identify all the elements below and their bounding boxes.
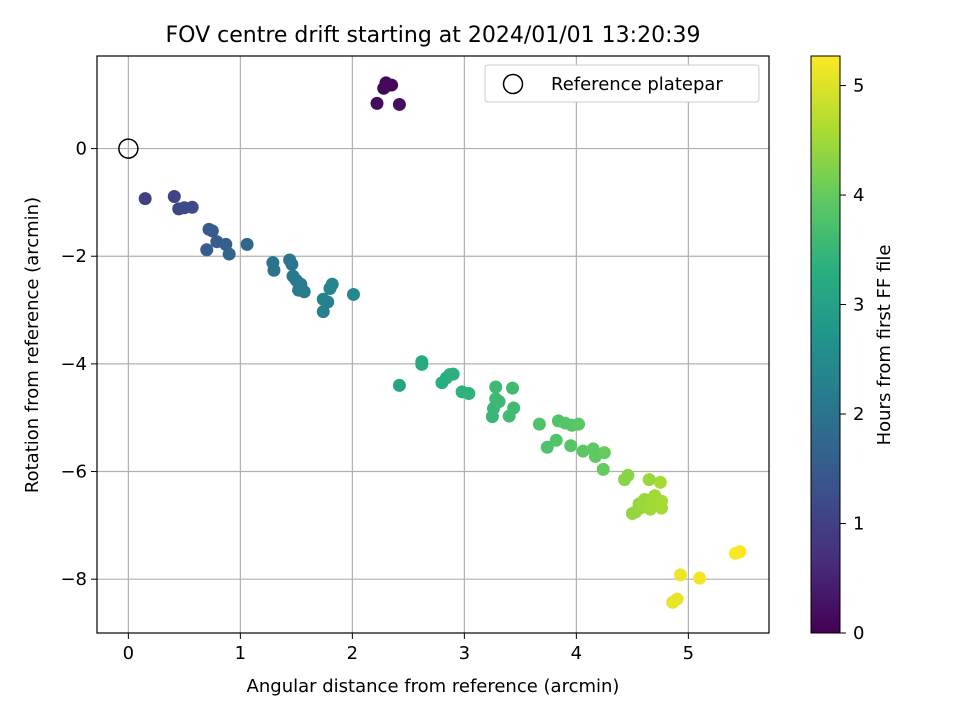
data-point <box>733 545 747 559</box>
data-point <box>316 305 330 319</box>
legend: Reference platepar <box>484 64 760 103</box>
colorbar-gradient <box>810 55 841 634</box>
data-point <box>267 263 281 277</box>
data-point <box>642 473 656 487</box>
data-point <box>205 224 219 238</box>
x-axis-label: Angular distance from reference (arcmin) <box>247 676 620 697</box>
colorbar-tick-label: 2 <box>853 404 864 425</box>
data-point <box>621 468 635 482</box>
x-tick-label: 3 <box>459 643 470 664</box>
colorbar-tick-label: 4 <box>853 185 864 206</box>
data-point <box>185 200 199 214</box>
reference-point-marker <box>118 138 139 159</box>
data-point <box>392 378 406 392</box>
points-layer <box>118 76 747 609</box>
data-point <box>200 243 214 257</box>
data-point <box>240 237 254 251</box>
data-point <box>532 417 546 431</box>
data-point <box>653 475 667 489</box>
data-point <box>392 97 406 111</box>
colorbar-tick-label: 1 <box>853 514 864 535</box>
data-point <box>462 386 476 400</box>
colorbar-tick-label: 0 <box>853 623 864 644</box>
data-point <box>507 401 521 415</box>
y-tick-label: −8 <box>60 569 87 590</box>
data-point <box>321 295 335 309</box>
data-point <box>370 96 384 110</box>
colorbar-tick-label: 5 <box>853 76 864 97</box>
colorbar: 0 1 2 3 4 5 Hours from first FF file <box>810 55 895 644</box>
legend-label: Reference platepar <box>551 74 723 95</box>
grid-lines <box>97 56 769 633</box>
x-tick-label: 4 <box>571 643 582 664</box>
data-point <box>597 446 611 460</box>
y-tick-label: 0 <box>76 139 87 160</box>
data-point <box>693 571 707 585</box>
data-point <box>415 357 429 371</box>
legend-box <box>484 64 760 103</box>
data-point <box>222 247 236 261</box>
data-point <box>138 192 152 206</box>
x-tick-label: 0 <box>123 643 134 664</box>
x-axis: 0 1 2 3 4 5 <box>123 633 694 664</box>
data-point <box>167 189 181 203</box>
data-point <box>506 381 520 395</box>
chart-title: FOV centre drift starting at 2024/01/01 … <box>166 23 701 48</box>
data-point <box>492 395 506 409</box>
data-point <box>325 277 339 291</box>
data-point <box>654 494 668 508</box>
colorbar-ticks: 0 1 2 3 4 5 <box>840 76 864 644</box>
y-axis-label: Rotation from reference (arcmin) <box>22 197 43 493</box>
data-point <box>670 592 684 606</box>
y-tick-label: −2 <box>60 246 87 267</box>
colorbar-label: Hours from first FF file <box>874 245 895 446</box>
legend-marker <box>502 73 524 95</box>
data-point <box>564 439 578 453</box>
data-point <box>576 444 590 458</box>
y-tick-label: −6 <box>60 462 87 483</box>
data-point <box>380 79 394 93</box>
colorbar-tick-label: 3 <box>853 295 864 316</box>
x-tick-label: 1 <box>235 643 246 664</box>
data-point <box>446 367 460 381</box>
y-tick-label: −4 <box>60 354 87 375</box>
data-point <box>489 380 503 394</box>
data-point <box>297 285 311 299</box>
data-point <box>572 417 586 431</box>
x-tick-label: 5 <box>683 643 694 664</box>
data-point <box>540 440 554 454</box>
data-point <box>596 462 610 476</box>
plot-frame <box>96 55 770 634</box>
x-tick-label: 2 <box>347 643 358 664</box>
data-point <box>674 568 688 582</box>
y-axis: 0 −2 −4 −6 −8 <box>60 139 97 590</box>
data-point <box>285 257 299 271</box>
data-point <box>346 287 360 301</box>
data-point <box>549 433 563 447</box>
